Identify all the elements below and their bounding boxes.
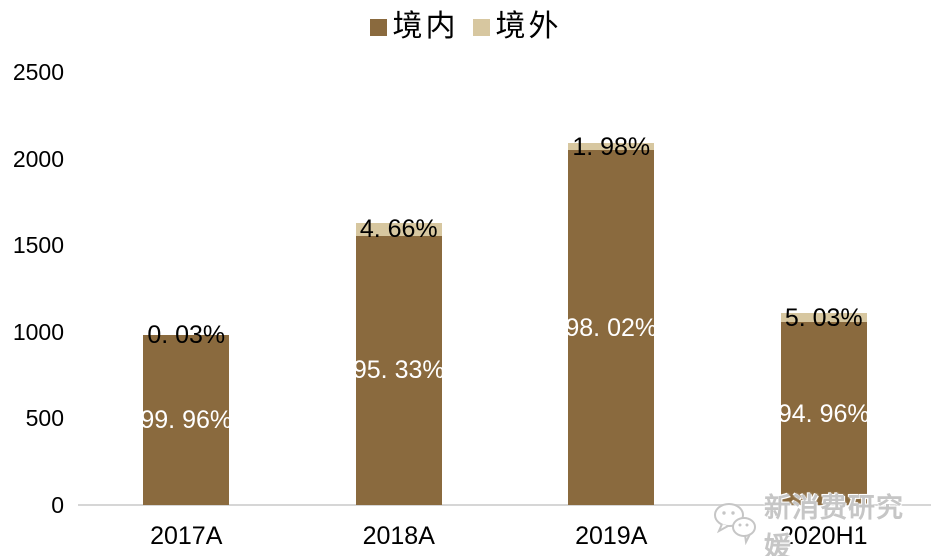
- wechat-icon: [712, 501, 760, 550]
- legend-label-overseas: 境外: [495, 9, 562, 44]
- bar-segment-domestic-2020H1: [780, 322, 867, 505]
- bar-label-overseas-2019A: 1. 98%: [572, 132, 651, 161]
- watermark-text: 新消费研究媛: [764, 493, 904, 556]
- chart-legend: 境内 境外: [0, 12, 931, 42]
- x-axis-label-2020H1: 2020H1: [779, 522, 868, 550]
- x-axis-label-2017A: 2017A: [150, 522, 223, 550]
- bar-segment-overseas-2019A: [568, 143, 655, 151]
- bar-segment-overseas-2018A: [355, 222, 442, 236]
- bar-label-domestic-2020H1: 94. 96%: [777, 399, 870, 428]
- bar-label-domestic-2018A: 95. 33%: [352, 356, 445, 385]
- bar-label-overseas-2018A: 4. 66%: [359, 215, 438, 244]
- bar-segment-overseas-2020H1: [780, 312, 867, 323]
- legend-label-domestic: 境内: [392, 9, 459, 44]
- y-axis-tick-label: 2500: [12, 59, 64, 85]
- x-axis-line: [78, 504, 931, 506]
- watermark: 新消费研究媛: [712, 486, 931, 556]
- y-axis-tick-label: 2000: [12, 145, 64, 172]
- legend-swatch-domestic: [369, 18, 387, 36]
- x-axis-label-2018A: 2018A: [362, 522, 435, 550]
- y-axis-tick-label: 0: [51, 492, 64, 518]
- bar-segment-domestic-2018A: [355, 235, 442, 505]
- y-axis-tick-label: 1500: [12, 232, 64, 259]
- x-axis-label-2019A: 2019A: [575, 522, 648, 550]
- bar-label-domestic-2017A: 99. 96%: [140, 406, 233, 435]
- bar-label-domestic-2019A: 98. 02%: [565, 313, 658, 342]
- bar-label-overseas-2017A: 0. 03%: [147, 321, 226, 350]
- y-axis-tick-label: 500: [25, 405, 64, 432]
- bar-segment-domestic-2019A: [568, 150, 655, 505]
- legend-item-overseas: 境外: [472, 9, 562, 44]
- y-axis-tick-label: 1000: [12, 318, 64, 345]
- bar-segment-domestic-2017A: [143, 335, 230, 505]
- bar-label-overseas-2020H1: 5. 03%: [784, 303, 863, 332]
- legend-item-domestic: 境内: [369, 9, 459, 44]
- legend-swatch-overseas: [472, 18, 490, 36]
